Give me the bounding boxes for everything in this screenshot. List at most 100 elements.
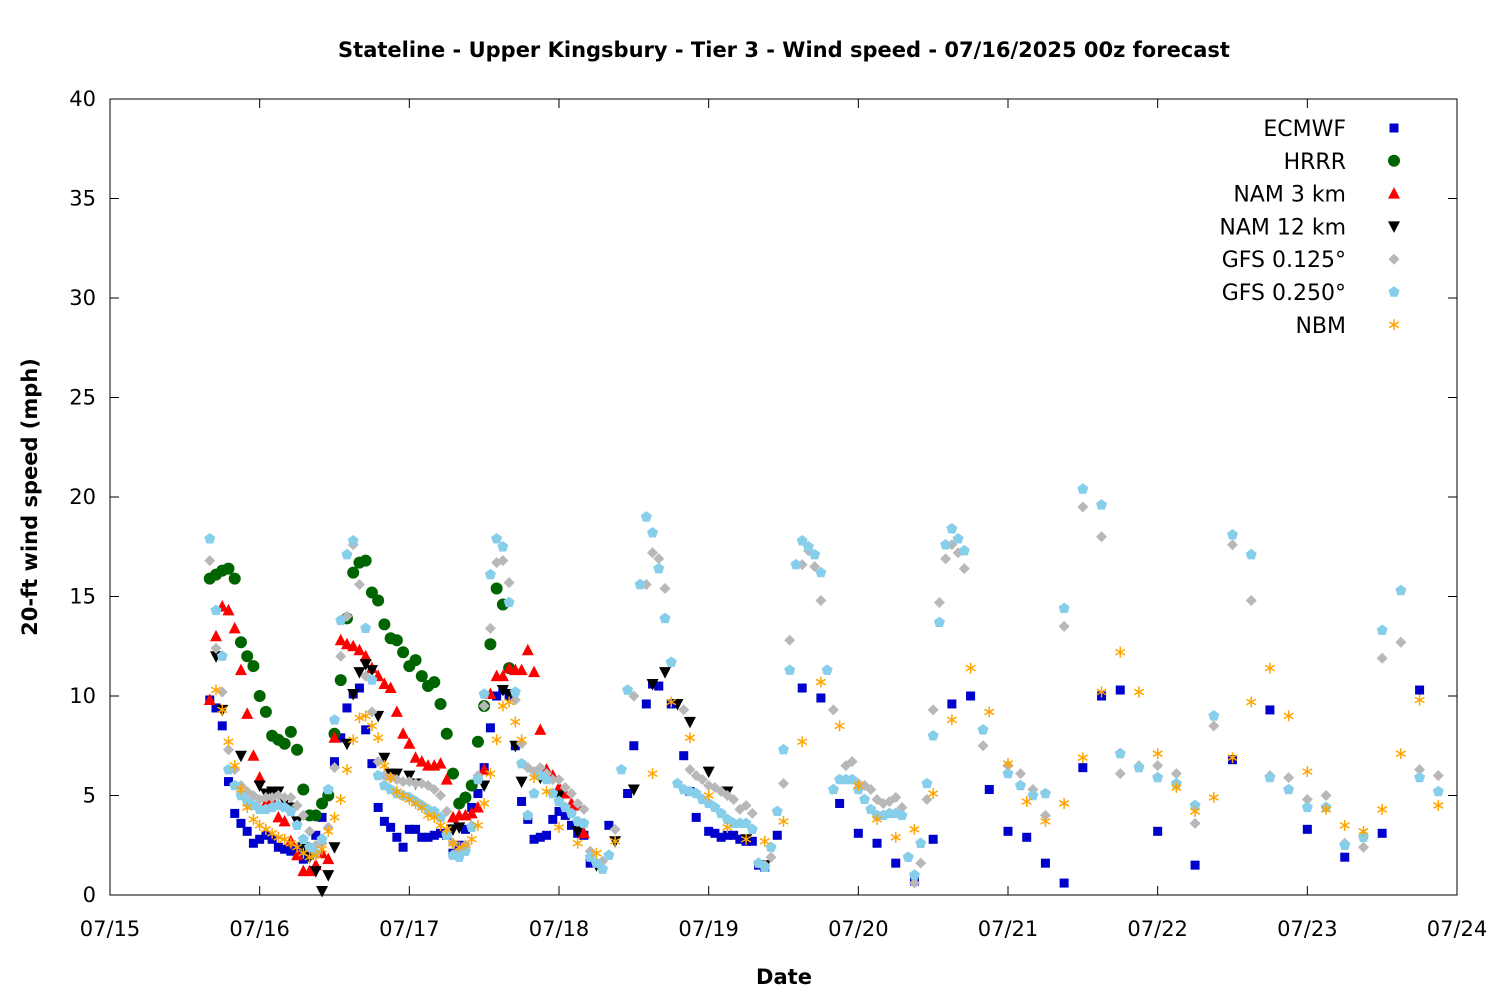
- series-gfs-0-250-: [204, 483, 1444, 880]
- data-point: [210, 629, 223, 642]
- data-point: [1152, 771, 1164, 783]
- data-point: [328, 714, 341, 725]
- series-nbm: [210, 646, 1444, 863]
- data-point: [359, 554, 372, 567]
- data-point: [1014, 768, 1026, 780]
- data-point: [572, 797, 584, 809]
- data-point: [491, 734, 502, 746]
- data-point: [815, 566, 827, 578]
- data-point: [1096, 499, 1108, 510]
- x-tick-label: 07/19: [678, 917, 739, 941]
- data-point: [871, 813, 883, 825]
- data-point: [485, 723, 495, 733]
- data-point: [272, 810, 285, 823]
- data-point: [984, 785, 994, 795]
- data-point: [422, 809, 434, 821]
- data-point: [827, 704, 839, 716]
- data-point: [772, 830, 782, 840]
- data-point: [497, 540, 509, 552]
- plot-area: [203, 483, 1444, 898]
- data-point: [309, 866, 322, 878]
- data-point: [348, 734, 359, 746]
- data-point: [1022, 832, 1032, 842]
- data-point: [784, 664, 796, 675]
- data-point: [503, 596, 515, 608]
- data-point: [977, 724, 989, 735]
- data-point: [977, 740, 989, 752]
- data-point: [759, 861, 771, 872]
- data-point: [228, 621, 241, 634]
- data-point: [1227, 539, 1238, 551]
- data-point: [459, 791, 472, 804]
- data-point: [392, 832, 402, 842]
- data-point: [528, 772, 540, 784]
- data-point: [542, 830, 552, 840]
- data-point: [235, 784, 247, 796]
- data-point: [328, 731, 341, 743]
- data-point: [279, 791, 291, 803]
- data-point: [1264, 771, 1276, 783]
- data-point: [223, 777, 233, 787]
- data-point: [484, 638, 497, 651]
- data-point: [373, 802, 383, 812]
- data-point: [647, 547, 659, 559]
- data-point: [1208, 710, 1220, 721]
- data-point: [216, 686, 228, 698]
- data-point: [603, 849, 615, 860]
- data-point: [278, 814, 291, 827]
- data-point: [229, 760, 240, 772]
- data-point: [1014, 779, 1026, 791]
- data-point: [403, 737, 416, 749]
- data-point: [304, 851, 315, 863]
- data-point: [471, 735, 484, 748]
- data-point: [528, 787, 540, 799]
- data-point: [627, 784, 640, 797]
- data-point: [334, 674, 347, 687]
- data-point: [765, 851, 777, 863]
- data-point: [278, 737, 291, 750]
- data-point: [330, 757, 339, 767]
- data-point: [1189, 799, 1201, 811]
- data-point: [353, 643, 366, 656]
- y-tick-label: 20: [69, 485, 96, 509]
- data-point: [1358, 825, 1369, 837]
- data-point: [204, 532, 216, 544]
- data-point: [496, 669, 509, 682]
- data-point: [1432, 770, 1444, 782]
- data-point: [827, 783, 839, 795]
- data-point: [242, 826, 252, 836]
- data-point: [846, 773, 858, 785]
- data-point: [234, 663, 247, 676]
- data-point: [453, 822, 466, 834]
- data-point: [347, 566, 360, 579]
- data-point: [210, 604, 222, 616]
- data-point: [397, 776, 409, 788]
- data-point: [446, 767, 459, 780]
- data-point: [1414, 694, 1425, 706]
- data-point: [253, 771, 266, 783]
- data-point: [778, 815, 789, 827]
- data-point: [484, 622, 496, 634]
- data-point: [354, 683, 364, 693]
- data-point: [273, 831, 284, 843]
- legend-marker: [1388, 221, 1400, 233]
- data-point: [428, 784, 440, 796]
- data-point: [890, 791, 902, 803]
- data-point: [541, 773, 553, 785]
- data-point: [559, 801, 571, 813]
- data-point: [1058, 797, 1070, 809]
- data-point: [379, 816, 389, 826]
- chart-title: Stateline - Upper Kingsbury - Tier 3 - W…: [338, 38, 1230, 62]
- data-point: [815, 594, 827, 606]
- data-point: [415, 670, 428, 683]
- data-point: [210, 642, 222, 654]
- data-point: [234, 750, 247, 763]
- data-point: [316, 833, 328, 844]
- data-point: [1189, 817, 1201, 829]
- data-point: [434, 757, 447, 769]
- data-point: [958, 563, 970, 575]
- legend-label: GFS 0.125°: [1222, 248, 1346, 273]
- data-point: [397, 727, 410, 739]
- data-point: [503, 696, 515, 708]
- data-point: [566, 820, 576, 830]
